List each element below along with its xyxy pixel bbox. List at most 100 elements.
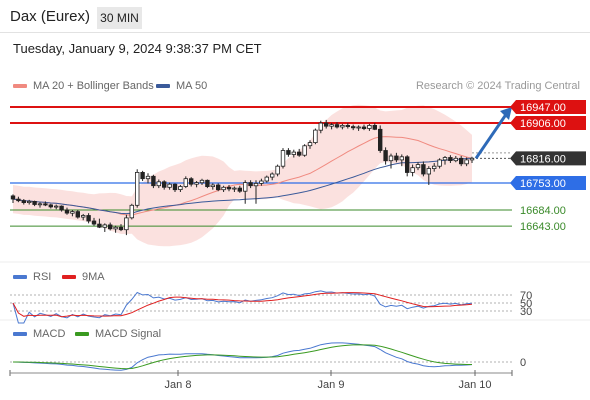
candle-body: [286, 150, 291, 155]
rsi-ma-line: [12, 292, 473, 318]
candle-body: [102, 224, 107, 228]
candle-body: [350, 126, 356, 129]
candle-body: [167, 183, 172, 188]
candle-body: [86, 215, 91, 222]
bollinger-band: [13, 104, 472, 247]
candle-body: [59, 205, 64, 211]
candle-body: [226, 186, 232, 190]
legend-label-9ma: 9MA: [82, 271, 105, 283]
candle-body: [399, 156, 404, 161]
candle-body: [404, 156, 410, 173]
candle-body: [48, 204, 53, 208]
candle-body: [161, 181, 167, 188]
header-divider: [0, 32, 590, 33]
candle-body: [242, 182, 248, 192]
candle-body: [210, 184, 215, 188]
x-axis-tick-label: Jan 9: [318, 379, 345, 391]
level-label-bg: [510, 100, 586, 114]
candle-body: [54, 205, 59, 208]
candle-body: [323, 122, 329, 127]
level-label-resistance: 16906.00: [520, 118, 566, 130]
candle-body: [124, 217, 129, 231]
candle-body: [21, 200, 26, 204]
candle-body: [26, 200, 32, 203]
candle-body: [302, 145, 307, 156]
legend-swatch-bollinger: [13, 84, 27, 88]
projection-arrow-head: [500, 107, 512, 120]
candle-body: [469, 157, 475, 161]
candle-body: [421, 164, 426, 175]
candle-body: [453, 157, 458, 162]
x-axis-tick-label: Jan 10: [458, 379, 491, 391]
candle-body: [134, 171, 140, 206]
candle-body: [205, 179, 210, 188]
candle-body: [10, 195, 16, 200]
legend-swatch-9ma: [62, 275, 76, 279]
credit-text: Research © 2024 Trading Central: [415, 80, 580, 92]
legend-label-macd: MACD: [33, 328, 66, 340]
candle-body: [318, 122, 323, 131]
macd-line: [12, 342, 473, 371]
rsi-level-label: 70: [520, 290, 532, 302]
candle-body: [183, 178, 188, 187]
candle-body: [442, 157, 448, 161]
candle-body: [221, 186, 226, 191]
level-label-bg: [510, 176, 586, 190]
macd-level-label: 0: [520, 357, 526, 369]
candle-body: [361, 126, 367, 130]
legend-macd: MACD: [13, 328, 65, 340]
candle-body: [248, 182, 253, 187]
legend-rsi: RSI: [13, 271, 51, 283]
candle-body: [458, 157, 464, 165]
level-label-last: 16816.00: [520, 153, 566, 165]
candle-body: [291, 151, 296, 155]
candle-body: [464, 159, 469, 165]
legend-ma50: MA 50: [156, 80, 207, 92]
candle-body: [431, 165, 437, 169]
candle-body: [280, 150, 286, 167]
candle-body: [129, 204, 134, 219]
legend-bollinger: MA 20 + Bollinger Bands: [13, 80, 154, 92]
candle-body: [145, 175, 151, 180]
candle-body: [253, 182, 259, 187]
candle-body: [91, 220, 97, 225]
candle-body: [388, 155, 394, 162]
level-label-resistance: 16947.00: [520, 102, 566, 114]
candle-body: [313, 129, 318, 144]
rsi-line: [12, 290, 473, 324]
candle-body: [118, 226, 124, 231]
candle-body: [151, 175, 156, 187]
legend-label-bollinger: MA 20 + Bollinger Bands: [33, 80, 154, 92]
legend-label-ma50: MA 50: [176, 80, 208, 92]
legend-label-macd-signal: MACD Signal: [95, 328, 162, 340]
candle-body: [75, 211, 80, 218]
candle-body: [437, 159, 442, 167]
candle-body: [372, 125, 377, 130]
candle-body: [172, 183, 178, 191]
candle-body: [64, 209, 70, 214]
rsi-level-label: 50: [520, 298, 532, 310]
candle-body: [113, 226, 118, 230]
candle-body: [156, 181, 161, 187]
legend-swatch-macd: [13, 332, 27, 336]
candle-body: [140, 171, 145, 180]
candle-body: [426, 168, 431, 175]
candle-body: [237, 187, 242, 192]
timestamp: Tuesday, January 9, 2024 9:38:37 PM CET: [13, 41, 262, 56]
macd-signal-line: [13, 344, 472, 370]
candle-body: [232, 187, 237, 190]
legend-label-rsi: RSI: [33, 271, 52, 283]
level-label-support: 16643.00: [520, 221, 566, 233]
candle-body: [43, 203, 48, 206]
level-label-support: 16684.00: [520, 205, 566, 217]
candle-body: [81, 215, 86, 218]
candle-body: [215, 184, 221, 191]
candle-body: [356, 126, 361, 129]
timeframe-selector[interactable]: 30 MIN: [97, 7, 142, 29]
candle-body: [377, 128, 383, 151]
candle-body: [194, 182, 199, 185]
candle-body: [296, 151, 302, 156]
candle-body: [259, 180, 264, 184]
ma50-line: [12, 157, 473, 215]
